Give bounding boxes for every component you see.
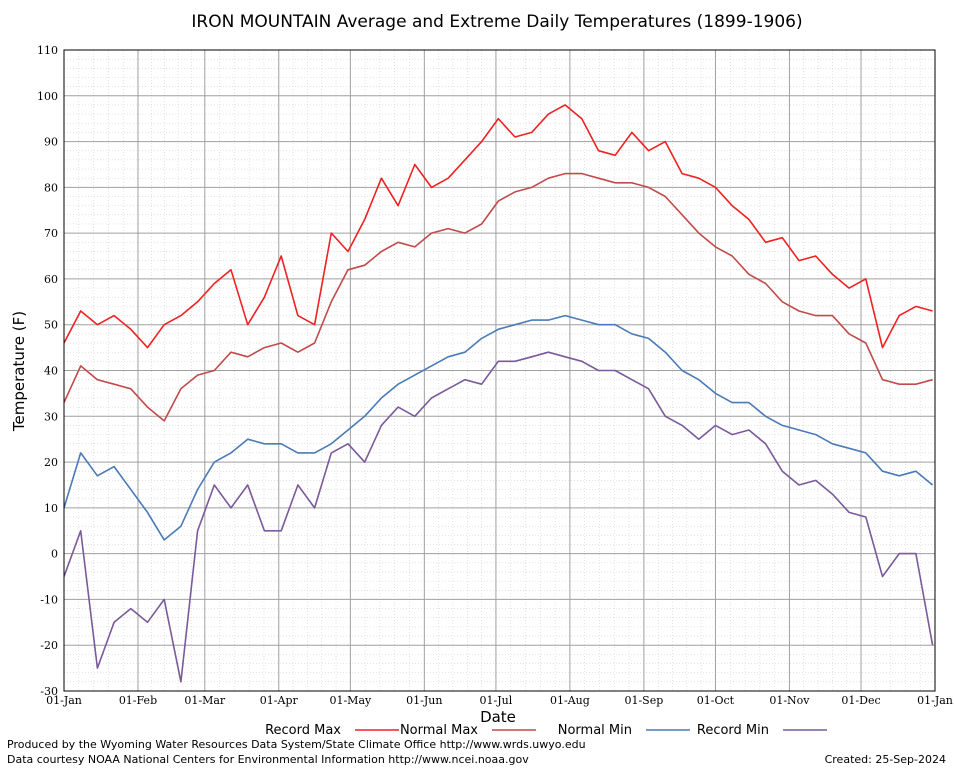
legend: Record Max Normal Max Normal Min Record Min <box>265 723 827 738</box>
x-tick-label: 01-Nov <box>769 694 810 707</box>
y-tick-label: 100 <box>37 90 58 103</box>
x-axis-label: Date <box>480 708 516 726</box>
x-tick-label: 01-Jul <box>480 694 513 707</box>
y-tick-label: 30 <box>44 410 58 423</box>
plot-border <box>63 49 936 692</box>
y-tick-label: 70 <box>44 227 58 240</box>
y-tick-label: 80 <box>44 181 58 194</box>
x-tick-label: 01-Jun <box>406 694 442 707</box>
legend-label-normal-min: Normal Min <box>558 723 632 738</box>
y-tick-label: 50 <box>44 319 58 332</box>
x-tick-label: 01-May <box>329 694 372 707</box>
record-min-line <box>63 351 934 683</box>
y-tick-label: 60 <box>44 273 58 286</box>
y-tick-label: -20 <box>40 639 58 652</box>
y-tick-label: -10 <box>40 593 58 606</box>
x-tick-label: 01-Jan <box>46 694 82 707</box>
x-axis-ticks: 01-Jan 01-Feb 01-Mar 01-Apr 01-May 01-Jun 01-J… <box>46 694 953 707</box>
legend-label-record-min: Record Min <box>697 723 769 738</box>
y-tick-label: -30 <box>40 685 58 698</box>
y-axis-ticks: -30 -20 -10 0 10 20 30 40 50 60 70 80 90 100 110 <box>37 44 58 698</box>
normal-min-line <box>63 314 934 541</box>
x-tick-label: 01-Sep <box>624 694 663 707</box>
legend-label-normal-max: Normal Max <box>400 723 478 738</box>
x-tick-label: 01-Dec <box>841 694 880 707</box>
y-tick-label: 10 <box>44 502 58 515</box>
x-tick-label: 01-Jan <box>917 694 953 707</box>
footer-data-courtesy: Data courtesy NOAA National Centers for … <box>7 753 529 766</box>
x-tick-label: 01-Feb <box>119 694 157 707</box>
y-tick-label: 90 <box>44 136 58 149</box>
x-tick-label: 01-Oct <box>697 694 735 707</box>
normal-max-line <box>63 172 933 422</box>
series-group <box>63 104 934 683</box>
x-tick-label: 01-Mar <box>184 694 226 707</box>
y-tick-label: 20 <box>44 456 58 469</box>
y-axis-label: Temperature (F) <box>10 311 28 432</box>
y-tick-label: 0 <box>51 548 58 561</box>
y-tick-label: 110 <box>37 44 58 57</box>
legend-label-record-max: Record Max <box>265 723 341 738</box>
chart-title: IRON MOUNTAIN Average and Extreme Daily … <box>191 12 802 32</box>
x-tick-label: 01-Apr <box>260 694 299 707</box>
footer-created: Created: 25-Sep-2024 <box>825 753 946 766</box>
record-max-line <box>63 104 933 349</box>
footer-produced-by: Produced by the Wyoming Water Resources … <box>7 738 586 751</box>
y-tick-label: 40 <box>44 365 58 378</box>
x-tick-label: 01-Aug <box>550 694 590 707</box>
